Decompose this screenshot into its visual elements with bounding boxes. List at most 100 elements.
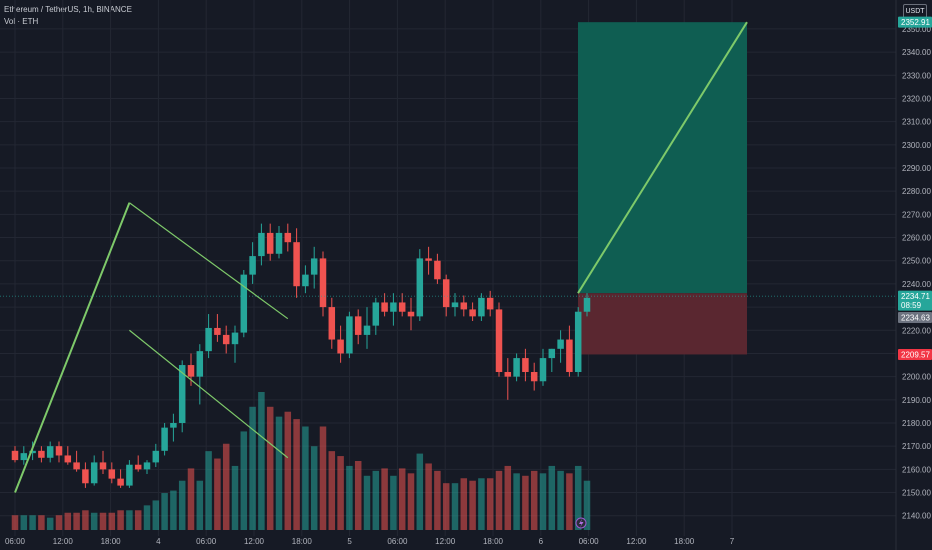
volume-bar: [29, 515, 36, 530]
y-tick-label: 2220.00: [902, 326, 931, 335]
candle: [557, 339, 564, 349]
volume-bar: [574, 465, 582, 530]
price-tag-label: 2234.71: [901, 292, 930, 301]
candle: [451, 302, 459, 308]
candle: [566, 339, 573, 372]
volume-bar: [266, 406, 274, 530]
candle: [530, 372, 538, 382]
x-tick-label: 06:00: [196, 537, 217, 546]
volume-bar: [55, 515, 63, 530]
candle: [196, 351, 204, 377]
x-tick-label: 5: [347, 537, 352, 546]
candle: [460, 302, 468, 310]
volume-bar: [161, 493, 168, 530]
candle: [504, 372, 512, 377]
y-tick-label: 2280.00: [902, 187, 931, 196]
candle: [390, 302, 397, 312]
candle: [82, 469, 89, 484]
volume-bar: [425, 463, 432, 530]
candle: [266, 232, 274, 254]
candle: [178, 365, 186, 423]
candle: [187, 365, 195, 377]
volume-bar: [82, 510, 89, 530]
y-tick-label: 2250.00: [902, 257, 931, 266]
volume-indicator-label: Vol · ETH: [4, 17, 39, 26]
volume-bar: [90, 512, 98, 530]
volume-bar: [354, 461, 362, 530]
volume-bar: [99, 512, 107, 530]
candle: [64, 455, 72, 463]
volume-bar: [478, 478, 485, 530]
candle: [337, 339, 344, 354]
candle: [134, 464, 142, 470]
volume-bar: [64, 512, 72, 530]
y-tick-label: 2270.00: [902, 210, 931, 219]
candle: [583, 297, 591, 312]
price-tag-label: 2209.57: [901, 350, 930, 359]
candle: [478, 297, 485, 317]
y-tick-label: 2200.00: [902, 373, 931, 382]
volume-bar: [187, 468, 195, 530]
volume-bar: [302, 426, 309, 530]
volume-bar: [495, 470, 503, 530]
volume-bar: [134, 510, 142, 530]
lightning-icon-glyph: [579, 519, 584, 528]
volume-bar: [284, 411, 292, 530]
volume-bar: [337, 456, 344, 530]
chart-title: Ethereum / TetherUS, 1h, BINANCE: [4, 5, 132, 14]
volume-bar: [319, 426, 327, 530]
candle: [108, 469, 116, 479]
price-tag-label: 2352.91: [901, 18, 930, 27]
x-tick-label: 06:00: [387, 537, 408, 546]
y-tick-label: 2330.00: [902, 71, 931, 80]
volume-bar: [46, 517, 54, 530]
candle: [284, 232, 292, 243]
volume-bar: [346, 465, 353, 530]
volume-bar: [363, 475, 371, 530]
volume-bar: [249, 406, 256, 530]
volume-bar: [451, 483, 459, 530]
volume-bar: [38, 515, 45, 530]
candle: [117, 478, 124, 486]
volume-bar: [398, 468, 406, 530]
candle: [574, 311, 582, 372]
volume-bar: [108, 512, 116, 530]
volume-bar: [126, 510, 133, 530]
price-tag-label: 2234.63: [901, 314, 930, 323]
price-tag: [898, 290, 932, 311]
volume-bar: [258, 392, 265, 530]
volume-bar: [178, 480, 186, 530]
price-tag: [898, 16, 932, 28]
lower-channel-line: [129, 329, 289, 459]
candle: [90, 462, 98, 484]
volume-bar: [522, 475, 529, 530]
x-tick-label: 06:00: [579, 537, 600, 546]
y-tick-label: 2240.00: [902, 280, 931, 289]
price-tag: [898, 348, 932, 360]
volume-bar: [214, 458, 221, 530]
volume-bar: [460, 478, 468, 530]
volume-bar: [328, 451, 336, 530]
upper-channel-line: [129, 202, 289, 320]
y-tick-label: 2310.00: [902, 118, 931, 127]
candle: [275, 232, 283, 254]
candle: [469, 309, 476, 317]
candle: [214, 327, 221, 335]
candle: [522, 358, 529, 372]
candle: [29, 450, 36, 454]
candle: [240, 274, 248, 333]
volume-bar: [310, 446, 318, 530]
countdown-label: 08:59: [901, 301, 922, 310]
volume-bar: [11, 515, 19, 530]
y-tick-label: 2350.00: [902, 25, 931, 34]
y-tick-label: 2160.00: [902, 465, 931, 474]
x-tick-label: 12:00: [53, 537, 74, 546]
y-tick-label: 2150.00: [902, 489, 931, 498]
y-tick-label: 2340.00: [902, 48, 931, 57]
candle: [293, 242, 300, 287]
candle: [442, 279, 450, 308]
candle: [20, 453, 28, 461]
candle: [161, 427, 168, 451]
volume-bar: [170, 490, 177, 530]
